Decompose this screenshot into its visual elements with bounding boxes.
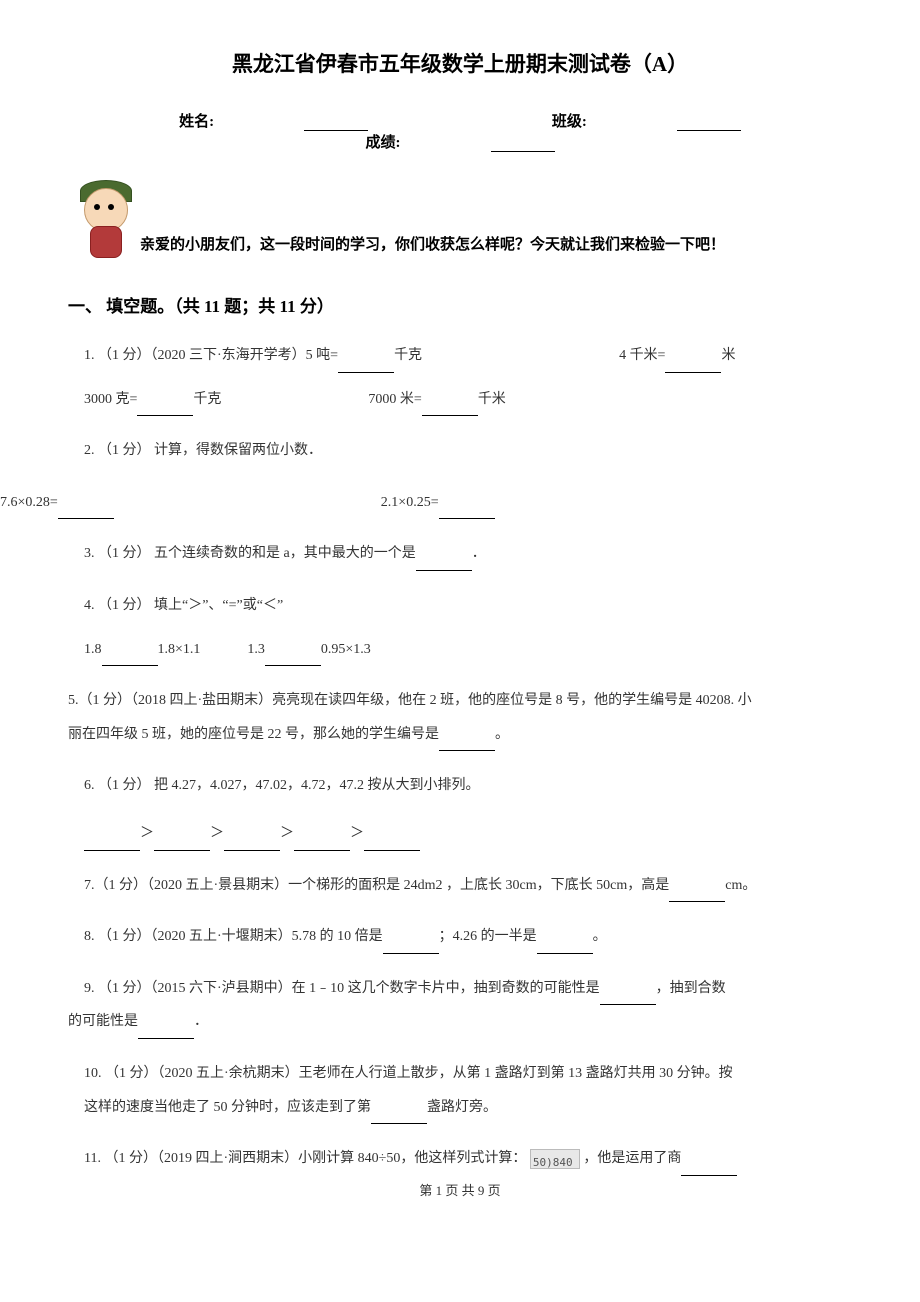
question-8: 8. （1 分）（2020 五上·十堰期末）5.78 的 10 倍是；4.26 … <box>68 920 852 954</box>
q11-blank <box>681 1159 737 1176</box>
q1-part3: 3000 克= <box>84 392 137 407</box>
score-label: 成绩: <box>321 131 600 152</box>
q6-b1 <box>84 834 140 851</box>
name-label: 姓名: <box>134 110 413 131</box>
q2-expr1: 7.6×0.28= <box>0 495 58 510</box>
q2-blank2 <box>439 502 495 519</box>
q2-expr2: 2.1×0.25= <box>381 495 439 510</box>
q9-blank2 <box>138 1022 194 1039</box>
q4-blank1 <box>102 649 158 666</box>
intro-row: 亲爱的小朋友们，这一段时间的学习，你们收获怎么样呢？今天就让我们来检验一下吧！ <box>68 180 852 262</box>
section-1-header: 一、 填空题。（共 11 题；共 11 分） <box>68 292 852 317</box>
q2-blank1 <box>58 502 114 519</box>
q5-blank <box>439 734 495 751</box>
q3-blank <box>416 554 472 571</box>
header-fields: 姓名: 班级: 成绩: <box>68 110 852 152</box>
q6-b3 <box>224 834 280 851</box>
question-5: 5.（1 分）（2018 四上·盐田期末）亮亮现在读四年级，他在 2 班，他的座… <box>68 684 852 751</box>
intro-text: 亲爱的小朋友们，这一段时间的学习，你们收获怎么样呢？今天就让我们来检验一下吧！ <box>140 233 725 262</box>
question-1: 1. （1 分）（2020 三下·东海开学考）5 吨=千克 4 千米=米 300… <box>68 339 852 416</box>
q6-b4 <box>294 834 350 851</box>
q1-part2: 4 千米= <box>619 348 665 363</box>
name-blank <box>304 114 368 131</box>
question-2: 2. （1 分） 计算，得数保留两位小数． <box>68 434 852 468</box>
question-10: 10. （1 分）（2020 五上·余杭期末）王老师在人行道上散步，从第 1 盏… <box>68 1057 852 1124</box>
q1-part1: 1. （1 分）（2020 三下·东海开学考）5 吨= <box>84 348 338 363</box>
mascot-image <box>68 180 140 262</box>
exam-title: 黑龙江省伊春市五年级数学上册期末测试卷（A） <box>68 48 852 78</box>
question-4: 4. （1 分） 填上“＞”、“=”或“＜” 1.81.8×1.1 1.30.9… <box>68 589 852 666</box>
question-9: 9. （1 分）（2015 六下·泸县期中）在 1﹣10 这几个数字卡片中，抽到… <box>68 972 852 1039</box>
class-blank <box>677 114 741 131</box>
question-7: 7.（1 分）（2020 五上·景县期末）一个梯形的面积是 24dm2 ，上底长… <box>68 869 852 903</box>
q4-blank2 <box>265 649 321 666</box>
q1-blank3 <box>137 399 193 416</box>
page-container: 黑龙江省伊春市五年级数学上册期末测试卷（A） 姓名: 班级: 成绩: 亲爱的小朋… <box>0 0 920 1219</box>
question-6: 6. （1 分） 把 4.27，4.027，47.02，4.72，47.2 按从… <box>68 769 852 850</box>
q8-blank1 <box>383 937 439 954</box>
q1-part4: 7000 米= <box>368 392 421 407</box>
q6-b5 <box>364 834 420 851</box>
class-label: 班级: <box>507 110 786 131</box>
score-blank <box>491 135 555 152</box>
division-image <box>530 1149 580 1169</box>
q1-blank1 <box>338 356 394 373</box>
q6-b2 <box>154 834 210 851</box>
question-2-expr: 7.6×0.28= 2.1×0.25= <box>0 486 872 520</box>
question-11: 11. （1 分）（2019 四上·涧西期末）小刚计算 840÷50，他这样列式… <box>68 1142 852 1176</box>
q1-blank4 <box>422 399 478 416</box>
q10-blank <box>371 1107 427 1124</box>
q8-blank2 <box>537 937 593 954</box>
q9-blank1 <box>600 988 656 1005</box>
q7-blank <box>669 885 725 902</box>
question-3: 3. （1 分） 五个连续奇数的和是 a，其中最大的一个是． <box>68 537 852 571</box>
q1-blank2 <box>665 356 721 373</box>
page-footer: 第 1 页 共 9 页 <box>68 1180 852 1199</box>
